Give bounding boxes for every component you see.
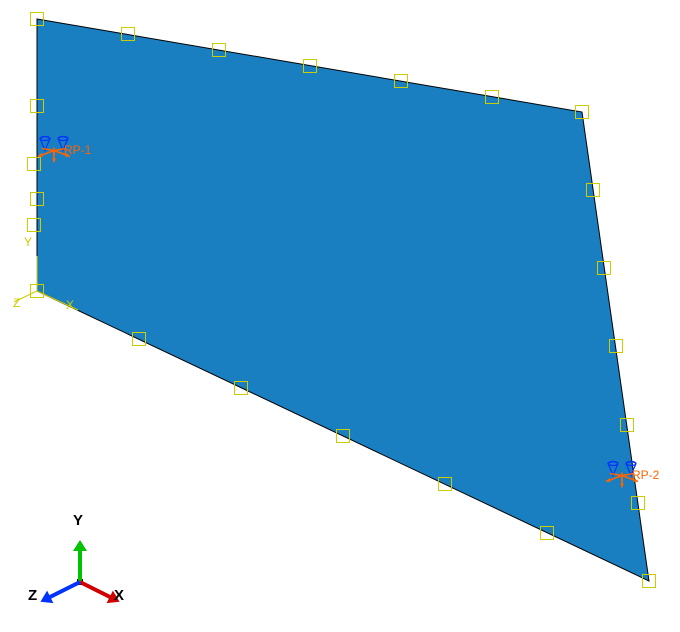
reference-point-label: RP-2 [632, 468, 659, 482]
triad-label-x: X [114, 587, 124, 604]
node-marker[interactable] [597, 261, 611, 275]
node-marker[interactable] [30, 192, 44, 206]
fea-viewport[interactable]: RP-1 RP-2 Y Z X Y X Z [0, 0, 680, 632]
triad-label-y: Y [73, 512, 83, 529]
view-triad[interactable]: Y X Z [28, 512, 128, 612]
node-marker[interactable] [234, 381, 248, 395]
plate-surface[interactable] [37, 19, 649, 581]
node-marker[interactable] [132, 332, 146, 346]
node-marker[interactable] [336, 429, 350, 443]
local-axis-label: X [66, 298, 74, 312]
node-marker[interactable] [303, 59, 317, 73]
reference-point-label: RP-1 [64, 143, 91, 157]
node-marker[interactable] [631, 496, 645, 510]
node-marker[interactable] [485, 90, 499, 104]
local-axis-label: Z [13, 296, 20, 310]
node-marker[interactable] [586, 183, 600, 197]
node-marker[interactable] [27, 218, 41, 232]
node-marker[interactable] [540, 526, 554, 540]
node-marker[interactable] [212, 43, 226, 57]
node-marker[interactable] [438, 477, 452, 491]
node-marker[interactable] [121, 27, 135, 41]
node-marker[interactable] [609, 339, 623, 353]
node-marker[interactable] [642, 574, 656, 588]
triad-label-z: Z [28, 587, 37, 604]
node-marker[interactable] [30, 284, 44, 298]
node-marker[interactable] [30, 99, 44, 113]
node-marker[interactable] [27, 157, 41, 171]
node-marker[interactable] [30, 12, 44, 26]
local-axis-label: Y [24, 235, 32, 249]
node-marker[interactable] [620, 418, 634, 432]
node-marker[interactable] [394, 74, 408, 88]
node-marker[interactable] [575, 105, 589, 119]
